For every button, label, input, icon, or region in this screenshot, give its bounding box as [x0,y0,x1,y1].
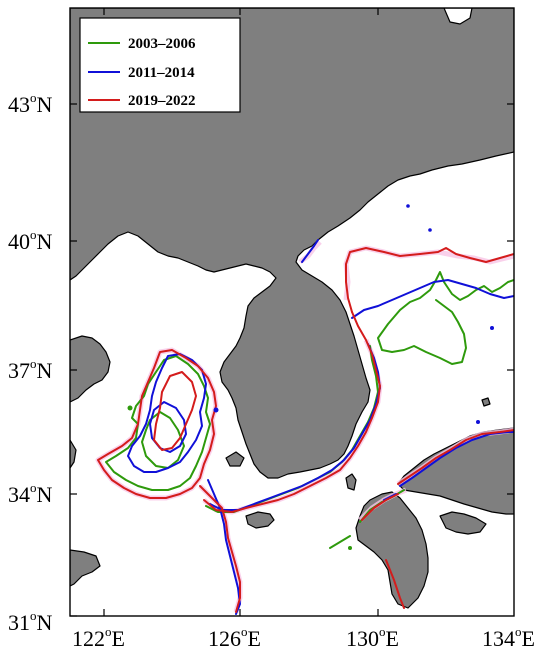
legend-label-2011-2014: 2011–2014 [128,65,195,81]
track-2019-2022-coastal [203,311,381,513]
lat-label-34: 34oN [8,480,53,507]
land-shanghai [70,549,101,587]
land-oki [481,397,491,407]
track-dot [348,546,352,550]
lon-label-130: 130oE [346,624,399,651]
lat-label-37: 37oN [8,356,53,383]
track-2011-2014-yellow-sea [127,353,207,473]
track-dot [490,326,494,330]
land-shikoku [439,511,487,535]
track-2011-2014-inner [149,401,187,453]
lat-label-31: 31oN [8,608,53,635]
lon-ticks [103,8,379,616]
legend-label-2019-2022: 2019–2022 [128,93,196,109]
lon-label-126: 126oE [208,624,261,651]
track-2003-2006-inner [141,411,185,469]
track-dot [428,228,432,232]
track-2003-2006-yellow-sea [105,355,211,491]
track-2019-2022-japan [361,429,514,609]
land-jeju [245,511,275,529]
legend-box [79,17,241,113]
track-2003-2006-east-sea [377,271,514,365]
land-shandong [70,335,111,403]
track-2019-2022-inner [153,371,197,451]
land-mainland-korea [70,8,514,479]
legend-label-2003-2006: 2003–2006 [128,36,196,52]
lat-ticks [70,103,514,617]
lat-label-43: 43oN [8,90,53,117]
lon-label-134: 134oE [482,624,535,651]
track-2019-2022-south [199,485,241,613]
track-dot [213,407,219,413]
track-dot [127,405,133,411]
map-frame [69,7,515,617]
track-dot [406,204,410,208]
legend: 2003–2006 2011–2014 2019–2022 [79,17,241,113]
land-korea-sw-islands [225,451,245,467]
track-2011-2014-east-sea [301,239,514,319]
land-sakhalin-tip [443,8,473,25]
land-jiangsu [70,439,77,469]
land-kyushu [355,491,429,609]
track-2019-2022-yellow-sea [97,349,217,499]
track-2019-2022-east-sea [345,247,514,313]
track-dot [476,420,480,424]
lat-label-40: 40oN [8,227,53,254]
land-tsushima [345,473,357,491]
lon-label-122: 122oE [72,624,125,651]
